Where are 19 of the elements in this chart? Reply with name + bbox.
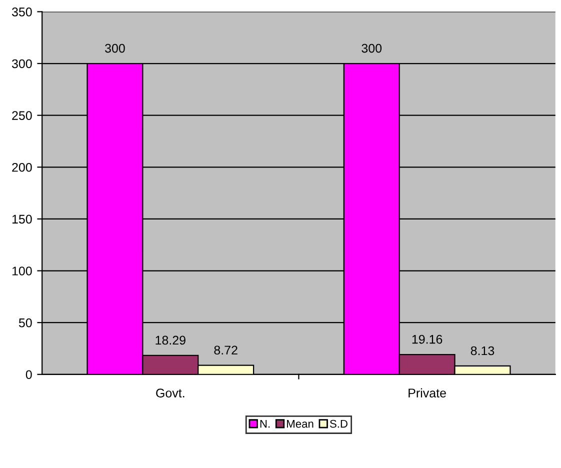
- legend-label: N.: [260, 420, 270, 428]
- y-tick-label: 200: [12, 162, 32, 172]
- x-tick-label: Govt.: [156, 388, 184, 398]
- y-tick-label: 350: [12, 8, 32, 16]
- legend-label: Mean: [287, 420, 314, 428]
- y-tick-label: 300: [12, 59, 32, 68]
- data-label: 19.16: [412, 334, 442, 344]
- legend-label: S.D: [330, 420, 348, 428]
- data-label: 8.72: [214, 346, 238, 355]
- data-label: 300: [105, 44, 125, 53]
- y-tick-label: 100: [12, 266, 32, 276]
- y-tick-label: 150: [12, 214, 32, 224]
- y-tick-label: 50: [18, 318, 32, 328]
- data-label: 8.13: [470, 346, 494, 356]
- data-label: 300: [362, 44, 382, 53]
- x-tick-label: Private: [408, 388, 446, 398]
- y-tick-label: 0: [26, 370, 32, 380]
- y-tick-label: 250: [12, 111, 32, 120]
- data-label: 18.29: [156, 336, 186, 345]
